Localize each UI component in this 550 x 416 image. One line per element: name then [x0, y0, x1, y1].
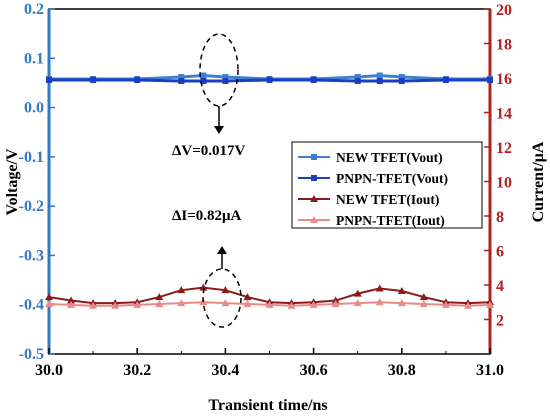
current-annotation: ΔI=0.82μA	[172, 208, 242, 328]
right-tick-label: 20	[496, 2, 512, 19]
series-point	[46, 76, 52, 83]
series-point	[331, 299, 340, 307]
series-point	[200, 72, 207, 79]
legend-label: PNPN-TFET(Vout)	[336, 171, 448, 186]
left-tick-label: -0.5	[19, 346, 44, 363]
right-tick-label: 16	[496, 71, 512, 88]
voltage-arrow-head	[214, 126, 224, 134]
series-point	[221, 286, 230, 294]
series-point	[397, 287, 406, 295]
current-highlight-ellipse	[202, 268, 242, 328]
legend-label: NEW TFET(Iout)	[336, 192, 439, 207]
series-point	[177, 299, 186, 307]
series-point	[134, 76, 141, 83]
right-axis-title: Current/μA	[530, 141, 547, 222]
delta-i-label: ΔI=0.82μA	[172, 208, 242, 224]
series-point	[178, 77, 185, 84]
left-tick-label: -0.2	[19, 198, 44, 215]
series-point	[178, 74, 185, 81]
delta-v-label: ΔV=0.017V	[172, 143, 246, 159]
left-tick-label: 0.0	[24, 100, 44, 117]
series-point	[353, 299, 362, 307]
series-layer	[45, 72, 494, 309]
voltage-highlight-ellipse	[199, 33, 239, 107]
series-point	[310, 76, 317, 83]
series-point	[67, 296, 76, 304]
series-point	[243, 293, 252, 301]
left-tick-label: 0.1	[24, 50, 44, 67]
right-tick-label: 14	[496, 106, 512, 123]
series-point	[419, 299, 428, 307]
x-axis-title: Transient time/ns	[208, 397, 327, 414]
x-tick-label: 31.0	[476, 362, 504, 379]
series-point	[419, 293, 428, 301]
series-point	[463, 301, 472, 309]
legend-label: PNPN-TFET(Iout)	[336, 213, 445, 228]
series-point	[111, 301, 120, 309]
series-point	[45, 293, 53, 301]
series-point	[398, 77, 405, 84]
left-tick-label: -0.1	[19, 149, 44, 166]
series-point	[155, 299, 164, 307]
x-tick-label: 30.4	[211, 362, 239, 379]
series-point	[398, 74, 405, 81]
right-tick-label: 6	[496, 244, 504, 261]
series-point	[155, 293, 164, 301]
series-point	[200, 77, 207, 84]
legend-swatch-marker	[310, 195, 318, 202]
series-point	[89, 301, 98, 309]
legend-swatch-marker	[310, 216, 318, 223]
series-point	[353, 289, 362, 297]
series-point	[441, 300, 450, 308]
left-axis-title: Voltage/V	[4, 148, 21, 215]
series-point	[222, 77, 229, 84]
left-tick-label: -0.3	[19, 247, 44, 264]
series-point	[266, 76, 273, 83]
series-point	[487, 76, 493, 83]
series-point	[90, 76, 97, 83]
series-point	[376, 72, 383, 79]
series-point	[376, 77, 383, 84]
series-point	[442, 76, 449, 83]
right-tick-label: 12	[496, 140, 512, 157]
series-point	[486, 300, 494, 308]
right-tick-label: 18	[496, 37, 512, 54]
voltage-annotation: ΔV=0.017V	[172, 33, 246, 159]
x-tick-label: 30.0	[35, 362, 63, 379]
series-point	[265, 300, 274, 308]
series-point	[375, 284, 384, 292]
series-point	[287, 301, 296, 309]
x-tick-label: 30.8	[388, 362, 416, 379]
x-tick-label: 30.2	[123, 362, 151, 379]
series-point	[354, 74, 361, 81]
legend-label: NEW TFET(Vout)	[336, 150, 443, 165]
series-point	[243, 299, 252, 307]
right-tick-label: 10	[496, 175, 512, 192]
series-4	[45, 298, 494, 309]
legend-swatch-marker	[311, 154, 317, 160]
series-point	[397, 299, 406, 307]
left-tick-label: 0.2	[24, 1, 44, 18]
series-point	[375, 298, 384, 306]
current-arrow-head	[217, 246, 227, 254]
legend: NEW TFET(Vout) PNPN-TFET(Vout) NEW TFET(Io…	[291, 141, 483, 229]
series-point	[221, 299, 230, 307]
series-point	[199, 283, 208, 291]
series-point	[133, 300, 142, 308]
right-tick-label: 2	[496, 313, 504, 330]
series-point	[222, 74, 229, 81]
left-tick-label: -0.4	[19, 297, 44, 314]
series-2	[46, 76, 493, 84]
right-tick-label: 4	[496, 278, 504, 295]
axis-ticks: 30.0 30.2 30.4 30.6 30.8 31.0 0.2 0.1 0.0 -0.1 -0.…	[19, 1, 512, 379]
legend-swatch-marker	[311, 175, 317, 181]
right-tick-label: 8	[496, 209, 504, 226]
series-point	[45, 299, 53, 307]
series-point	[177, 286, 186, 294]
series-point	[309, 300, 318, 308]
series-point	[354, 77, 361, 84]
x-tick-label: 30.6	[300, 362, 328, 379]
series-point	[67, 300, 76, 308]
